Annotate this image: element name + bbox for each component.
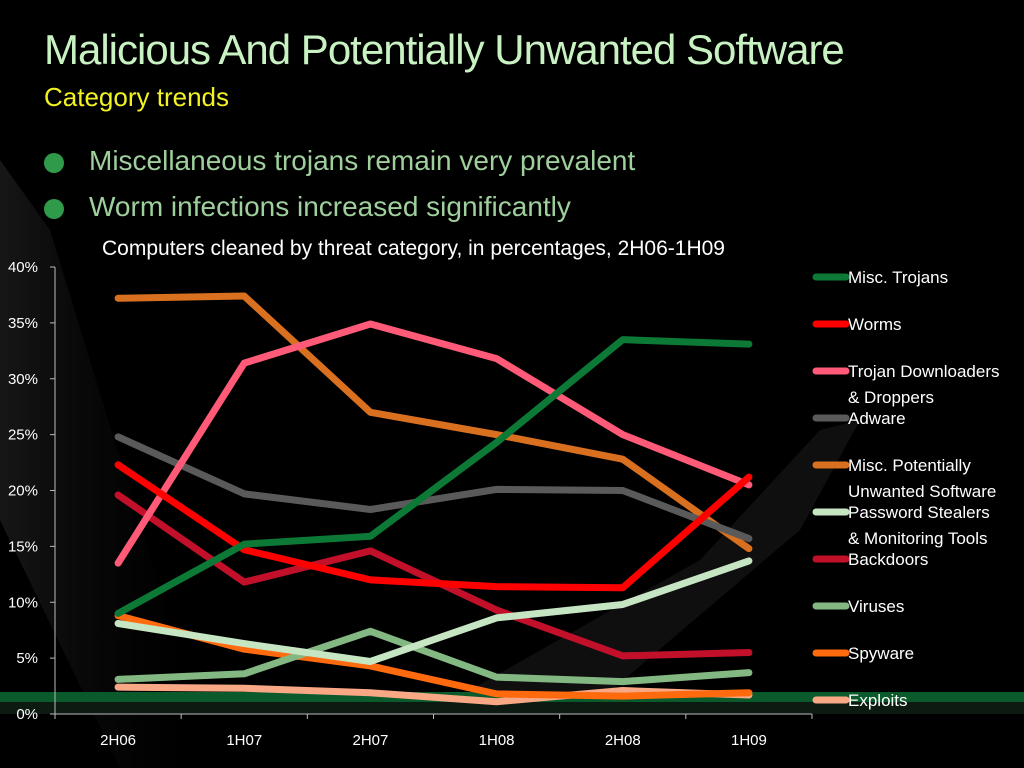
series-line (114, 292, 753, 553)
x-tick-label: 1H09 (731, 732, 767, 749)
y-tick-label: 0% (16, 706, 38, 723)
series-line (114, 461, 753, 592)
legend-label: Trojan Downloaders & Droppers (848, 362, 1000, 407)
series-line (114, 336, 753, 617)
slide-subtitle: Category trends (44, 82, 229, 112)
legend-label: Viruses (848, 597, 904, 616)
bullet-text: Miscellaneous trojans remain very preval… (89, 145, 636, 176)
x-tick-label: 2H06 (100, 732, 136, 749)
series-line (114, 433, 753, 543)
y-tick-label: 30% (8, 371, 38, 388)
y-tick-label: 25% (8, 427, 38, 444)
series-line (114, 683, 753, 706)
legend-label: Adware (848, 409, 906, 428)
y-tick-label: 20% (8, 483, 38, 500)
legend-label: Backdoors (848, 550, 928, 569)
y-tick-label: 35% (8, 315, 38, 332)
series-line (114, 320, 753, 567)
bullet-icon (44, 199, 64, 219)
x-tick-label: 1H08 (479, 732, 515, 749)
decorative-sweep (0, 160, 215, 768)
x-tick-label: 1H07 (226, 732, 262, 749)
footer-band-texture (0, 702, 1024, 714)
y-tick-label: 5% (16, 650, 38, 667)
legend-label: Worms (848, 315, 902, 334)
legend-label: Exploits (848, 691, 908, 710)
bullet-text: Worm infections increased significantly (89, 191, 571, 222)
chart-title: Computers cleaned by threat category, in… (102, 237, 725, 260)
x-tick-label: 2H08 (605, 732, 641, 749)
y-tick-label: 10% (8, 594, 38, 611)
x-tick-label: 2H07 (352, 732, 388, 749)
legend-label: Password Stealers & Monitoring Tools (848, 503, 990, 548)
y-tick-label: 15% (8, 538, 38, 555)
legend-label: Misc. Potentially Unwanted Software (848, 456, 996, 501)
legend-label: Spyware (848, 644, 914, 663)
decorative-sweep (470, 420, 860, 700)
slide-title: Malicious And Potentially Unwanted Softw… (44, 26, 845, 73)
bullet-icon (44, 153, 64, 173)
series-line (114, 557, 753, 665)
series-line (114, 627, 753, 686)
y-tick-label: 40% (8, 259, 38, 276)
legend-label: Misc. Trojans (848, 268, 948, 287)
